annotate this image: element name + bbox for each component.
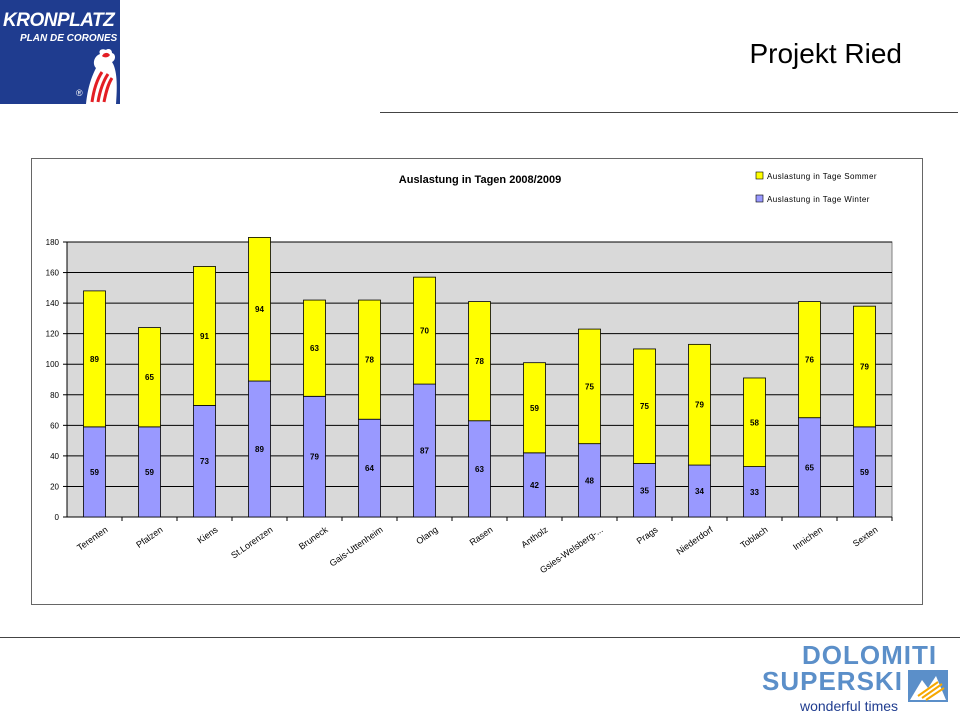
- rooster-icon: [86, 49, 117, 104]
- legend-swatch: [755, 171, 764, 180]
- kronplatz-logo: KRONPLATZ PLAN DE CORONES ®: [0, 0, 120, 104]
- bar-sommer: [743, 377, 766, 467]
- y-tick-label: 40: [50, 452, 59, 461]
- bar-sommer: [523, 362, 546, 454]
- data-label-sommer: 89: [90, 355, 99, 364]
- data-label-winter: 73: [200, 457, 209, 466]
- legend-label: Auslastung in Tage Sommer: [767, 172, 877, 181]
- data-label-sommer: 63: [310, 344, 319, 353]
- data-label-winter: 89: [255, 445, 264, 454]
- x-tick-label: Kiens: [195, 524, 220, 545]
- legend-label: Auslastung in Tage Winter: [767, 195, 870, 204]
- data-label-winter: 63: [475, 465, 484, 474]
- chart-title: Auslastung in Tagen 2008/2009: [399, 174, 561, 186]
- data-label-sommer: 70: [420, 327, 429, 336]
- data-label-sommer: 78: [365, 356, 374, 365]
- kronplatz-logo-subtext: PLAN DE CORONES: [20, 33, 118, 44]
- y-tick-label: 20: [50, 482, 59, 491]
- data-label-winter: 59: [90, 468, 99, 477]
- y-tick-label: 160: [46, 269, 60, 278]
- bar-sommer: [413, 276, 436, 385]
- registered-mark: ®: [76, 88, 83, 98]
- superski-logo-text: SUPERSKI: [762, 666, 903, 696]
- data-label-sommer: 79: [695, 401, 704, 410]
- x-tick-label: Terenten: [75, 524, 109, 552]
- data-label-sommer: 75: [640, 402, 649, 411]
- data-label-winter: 79: [310, 453, 319, 462]
- x-tick-label: Niederdorf: [674, 524, 715, 557]
- data-label-winter: 59: [145, 468, 154, 477]
- x-tick-label: Rasen: [468, 524, 495, 547]
- bar-sommer: [358, 299, 381, 420]
- x-tick-label: Toblach: [738, 524, 769, 550]
- dolomiti-logo-text: DOLOMITI: [802, 640, 938, 670]
- chart-frame: 0 20 40 60 80 100 120 140 160 180 Auslastung in Ta…: [31, 158, 923, 605]
- x-tick-label: Sexten: [851, 524, 880, 548]
- bar-sommer: [798, 301, 821, 419]
- y-tick-label: 120: [46, 330, 60, 339]
- x-tick-label: Bruneck: [297, 524, 330, 551]
- tagline: wonderful times: [800, 698, 899, 714]
- kronplatz-logo-text: KRONPLATZ: [3, 10, 115, 31]
- data-label-winter: 42: [530, 481, 539, 490]
- bar-sommer: [633, 348, 656, 464]
- x-tick-label: Olang: [414, 524, 439, 546]
- data-label-winter: 64: [365, 464, 374, 473]
- bar-sommer: [138, 327, 161, 428]
- data-label-winter: 87: [420, 447, 429, 456]
- page-title: Projekt Ried: [749, 38, 902, 69]
- x-tick-label: St.Lorenzen: [229, 524, 275, 560]
- bar-sommer: [468, 301, 491, 422]
- stacked-bar-chart: 0 20 40 60 80 100 120 140 160 180 Auslastung in Ta…: [46, 171, 893, 575]
- data-label-winter: 48: [585, 476, 594, 485]
- y-tick-label: 140: [46, 299, 60, 308]
- data-label-sommer: 91: [200, 332, 209, 341]
- data-label-winter: 59: [860, 468, 869, 477]
- data-label-sommer: 79: [860, 363, 869, 372]
- data-label-sommer: 58: [750, 418, 759, 427]
- data-label-winter: 35: [640, 486, 649, 495]
- x-tick-label: Gais-Uttenheim: [328, 524, 385, 568]
- bar-sommer: [248, 237, 271, 382]
- y-tick-label: 180: [46, 238, 60, 247]
- top-divider: [380, 112, 958, 113]
- x-tick-label: Antholz: [519, 524, 550, 550]
- y-tick-label: 60: [50, 421, 59, 430]
- mountain-logo-icon: [908, 670, 948, 702]
- data-label-sommer: 65: [145, 373, 154, 382]
- bar-sommer: [193, 266, 216, 406]
- data-label-winter: 34: [695, 487, 704, 496]
- data-label-sommer: 78: [475, 357, 484, 366]
- data-label-sommer: 94: [255, 305, 264, 314]
- y-tick-label: 100: [46, 360, 60, 369]
- data-label-sommer: 59: [530, 404, 539, 413]
- y-tick-label: 80: [50, 391, 59, 400]
- data-label-winter: 33: [750, 488, 759, 497]
- bottom-divider: [0, 637, 960, 638]
- data-label-sommer: 75: [585, 382, 594, 391]
- y-tick-label: 0: [55, 513, 60, 522]
- x-tick-label: Prags: [635, 524, 660, 546]
- legend-swatch: [755, 194, 764, 203]
- data-label-winter: 65: [805, 463, 814, 472]
- bar-sommer: [83, 290, 106, 428]
- x-tick-label: Pfalzen: [134, 524, 164, 549]
- bar-sommer: [578, 328, 601, 445]
- bar-sommer: [303, 299, 326, 397]
- bar-sommer: [688, 343, 711, 466]
- data-label-sommer: 76: [805, 356, 814, 365]
- dolomiti-superski-logo: DOLOMITI SUPERSKI wonderful times: [760, 640, 950, 718]
- bar-sommer: [853, 305, 876, 428]
- x-tick-label: Innichen: [791, 524, 825, 552]
